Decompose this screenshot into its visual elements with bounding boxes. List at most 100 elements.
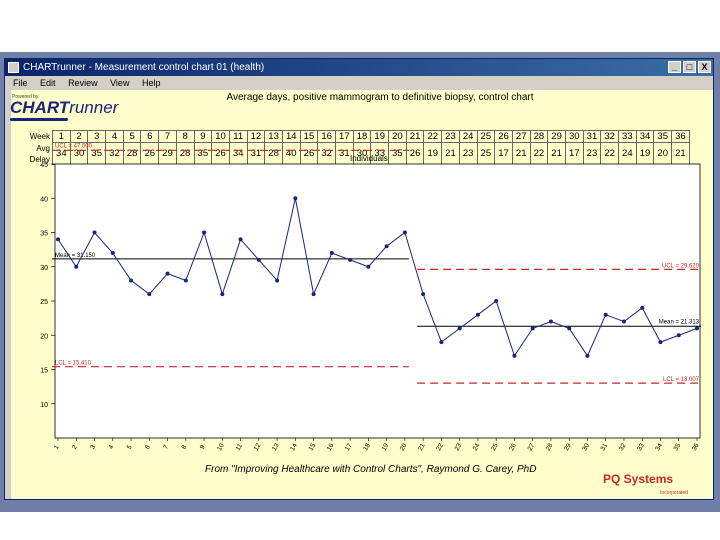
week-row: Week 1 2 3 4 5 6 7 8 9 10 11 12 13 14 15 16 17 18 19 20 21 22 2… — [20, 130, 690, 143]
y-tick-label: 40 — [40, 196, 48, 203]
data-point — [147, 292, 152, 297]
data-point — [165, 271, 170, 276]
data-point — [56, 237, 60, 242]
data-point — [494, 299, 499, 303]
x-tick-label: 32 — [618, 442, 628, 452]
data-point — [311, 292, 316, 297]
x-tick-label: 9 — [199, 444, 207, 451]
y-tick-label: 35 — [40, 231, 48, 238]
data-point — [439, 340, 444, 345]
menu-edit[interactable]: Edit — [40, 78, 56, 88]
x-tick-label: 19 — [380, 442, 390, 452]
x-tick-label: 4 — [108, 444, 116, 451]
phase1-mean-label: Mean = 31.150 — [55, 253, 96, 259]
phase1-ucl-label: UCL = 47.000 — [55, 143, 93, 149]
data-point — [676, 333, 681, 338]
source-note: From "Improving Healthcare with Control … — [205, 464, 537, 475]
x-tick-label: 3 — [89, 444, 97, 451]
data-point — [293, 196, 298, 201]
chartrunner-logo: Powered by CHARTrunner — [10, 94, 120, 124]
data-point — [202, 230, 207, 235]
x-tick-label: 15 — [307, 442, 317, 452]
menu-bar: File Edit Review View Help — [5, 76, 713, 90]
data-point — [366, 264, 371, 269]
data-point — [585, 353, 590, 358]
data-point — [621, 319, 626, 324]
x-tick-label: 31 — [600, 442, 610, 452]
x-tick-label: 14 — [289, 442, 299, 452]
data-point — [548, 319, 553, 324]
menu-view[interactable]: View — [110, 78, 130, 88]
close-button[interactable]: X — [698, 61, 711, 73]
x-tick-label: 18 — [362, 442, 372, 452]
plot-area — [54, 163, 701, 439]
x-tick-label: 13 — [271, 442, 281, 452]
data-point — [129, 278, 134, 283]
x-tick-label: 33 — [636, 442, 646, 452]
y-tick-label: 20 — [40, 333, 48, 340]
menu-review[interactable]: Review — [68, 78, 98, 88]
app-icon — [8, 62, 19, 73]
data-point — [348, 257, 353, 262]
series-line — [57, 198, 698, 357]
logo-text-rest: runner — [69, 98, 119, 117]
x-tick-label: 2 — [71, 444, 79, 451]
x-tick-label: 27 — [527, 442, 537, 452]
data-point — [475, 312, 480, 317]
x-tick-label: 24 — [472, 442, 482, 452]
data-point — [421, 292, 426, 297]
x-tick-label: 29 — [563, 442, 573, 452]
logo-text: CHARTrunner — [10, 98, 118, 118]
menu-help[interactable]: Help — [141, 78, 161, 88]
maximize-button[interactable]: □ — [683, 61, 696, 73]
data-point — [658, 340, 663, 345]
x-tick-label: 16 — [326, 442, 336, 452]
logo-swoosh — [10, 118, 68, 121]
data-point — [329, 251, 334, 256]
window-left-edge — [5, 90, 11, 499]
x-tick-label: 22 — [435, 442, 445, 452]
x-tick-label: 30 — [581, 442, 591, 452]
y-tick-label: 15 — [40, 368, 48, 375]
week-row-label: Week — [29, 132, 50, 141]
data-point — [238, 237, 243, 242]
x-tick-label: 20 — [399, 442, 409, 452]
title-bar[interactable]: CHARTrunner - Measurement control chart … — [5, 59, 713, 76]
y-tick-label: 45 — [40, 162, 48, 169]
data-point — [384, 244, 389, 249]
x-tick-label: 5 — [126, 444, 134, 451]
delay-row-label: Avg Delay — [29, 143, 50, 164]
x-tick-label: 28 — [545, 442, 555, 452]
data-point — [92, 230, 97, 235]
data-point — [567, 326, 572, 331]
data-point — [457, 326, 462, 331]
chart-title: Average days, positive mammogram to defi… — [226, 92, 534, 103]
x-tick-label: 8 — [181, 444, 189, 451]
minimize-button[interactable]: _ — [668, 61, 681, 73]
menu-file[interactable]: File — [13, 78, 28, 88]
phase1-lcl-label: LCL = 15.410 — [55, 361, 92, 367]
data-point — [640, 305, 645, 310]
x-tick-label: 35 — [673, 442, 683, 452]
logo-text-bold: CHART — [10, 98, 70, 117]
data-point — [402, 230, 407, 235]
x-tick-label: 21 — [417, 442, 427, 452]
data-point — [256, 257, 261, 262]
x-tick-label: 6 — [144, 444, 152, 451]
data-point — [512, 353, 517, 358]
window-title: CHARTrunner - Measurement control chart … — [23, 62, 265, 73]
x-tick-label: 36 — [691, 442, 701, 452]
pq-systems-subtext: Incorporated — [660, 490, 689, 496]
phase2-lcl-label: LCL = 13.007 — [663, 377, 700, 383]
data-point — [530, 326, 535, 331]
logo-tagline: Powered by — [12, 94, 39, 100]
data-point — [275, 278, 280, 283]
y-tick-label: 10 — [40, 402, 48, 409]
pq-systems-logo: PQ Systems — [603, 472, 674, 486]
x-tick-label: 10 — [216, 442, 226, 452]
x-tick-label: 34 — [654, 442, 664, 452]
x-tick-label: 26 — [508, 442, 518, 452]
data-point — [183, 278, 188, 283]
data-point — [603, 312, 608, 317]
